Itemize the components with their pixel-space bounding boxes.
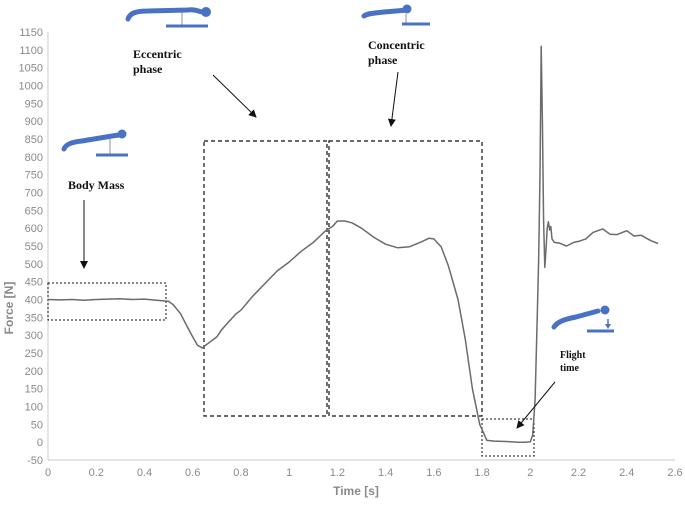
flight-figure-icon: [551, 305, 614, 333]
x-tick-label: 0: [45, 467, 51, 479]
y-tick-label: 800: [25, 152, 43, 164]
eccentric-label: Eccentric phase: [133, 47, 185, 76]
body-mass-figure-icon: [61, 129, 128, 157]
y-tick-label: 850: [25, 134, 43, 146]
x-tick-label: 0.2: [89, 467, 104, 479]
y-axis-title: Force [N]: [2, 282, 16, 335]
y-tick-label: 1000: [19, 81, 43, 93]
force-series-line: [47, 45, 659, 443]
x-tick-label: 0.6: [185, 467, 200, 479]
y-tick-label: -50: [27, 455, 43, 467]
axes: [47, 32, 675, 461]
flight-time-label-line1: Flight: [560, 350, 586, 361]
y-tick-label: 400: [25, 295, 43, 307]
body-mass-label: Body Mass: [68, 178, 125, 192]
y-tick-label: 550: [25, 241, 43, 253]
x-axis-title: Time [s]: [333, 484, 379, 498]
y-tick-label: 650: [25, 205, 43, 217]
y-tick-label: 500: [25, 259, 43, 271]
y-tick-label: 450: [25, 277, 43, 289]
concentric-label-line2: phase: [368, 53, 398, 67]
eccentric-arrow: [212, 74, 257, 118]
y-tick-label: 100: [25, 402, 43, 414]
x-tick-label: 1.8: [474, 467, 489, 479]
annotation-arrows: [80, 71, 556, 429]
x-tick-label: 0.4: [137, 467, 152, 479]
x-tick-label: 2.6: [667, 467, 682, 479]
y-tick-label: 700: [25, 188, 43, 200]
flight-time-arrow: [516, 381, 556, 429]
flight-time-label-line2: time: [560, 363, 579, 374]
y-tick-label: 50: [31, 419, 43, 431]
y-tick-label: 350: [25, 312, 43, 324]
x-tick-label: 1.2: [330, 467, 345, 479]
eccentric-phase-box: [203, 140, 328, 417]
x-tick-label: 1.4: [378, 467, 393, 479]
eccentric-label-line2: phase: [133, 62, 163, 76]
x-tick-label: 2: [527, 467, 533, 479]
y-tick-label: 250: [25, 348, 43, 360]
x-tick-label: 2.2: [571, 467, 586, 479]
y-tick-label: 150: [25, 384, 43, 396]
eccentric-label-line1: Eccentric: [133, 47, 182, 61]
y-tick-label: 750: [25, 170, 43, 182]
annotations: Eccentric phase Concentric phase Body Ma…: [68, 38, 588, 374]
y-tick-label: 1050: [19, 63, 43, 75]
y-tick-label: 300: [25, 330, 43, 342]
concentric-label: Concentric phase: [368, 38, 428, 67]
eccentric-figure-icon: [125, 7, 211, 28]
y-tick-label: 1150: [19, 27, 43, 39]
x-tick-label: 2.4: [619, 467, 634, 479]
y-tick-label: 0: [37, 437, 43, 449]
x-tick-label: 1: [286, 467, 292, 479]
concentric-figure-icon: [361, 4, 430, 26]
flight-time-label: Flight time: [560, 350, 588, 374]
y-tick-label: 900: [25, 116, 43, 128]
concentric-label-line1: Concentric: [368, 38, 425, 52]
concentric-arrow: [387, 71, 399, 127]
x-tick-label: 1.6: [426, 467, 441, 479]
concentric-phase-box: [328, 140, 483, 417]
y-tick-label: 1100: [19, 45, 43, 57]
flight-time-box: [481, 418, 535, 457]
x-tick-label: 0.8: [233, 467, 248, 479]
y-tick-label: 600: [25, 223, 43, 235]
x-tick-labels: 0 0.2 0.4 0.6 0.8 1 1.2 1.4 1.6 1.8 2 2.2 2.4 2.6: [45, 467, 683, 479]
body-mass-box: [47, 282, 167, 321]
y-tick-label: 950: [25, 98, 43, 110]
y-tick-labels: -50 0 50 100 150 200 250 300 350 400 450 500 550 600 6…: [19, 27, 43, 467]
y-tick-label: 200: [25, 366, 43, 378]
